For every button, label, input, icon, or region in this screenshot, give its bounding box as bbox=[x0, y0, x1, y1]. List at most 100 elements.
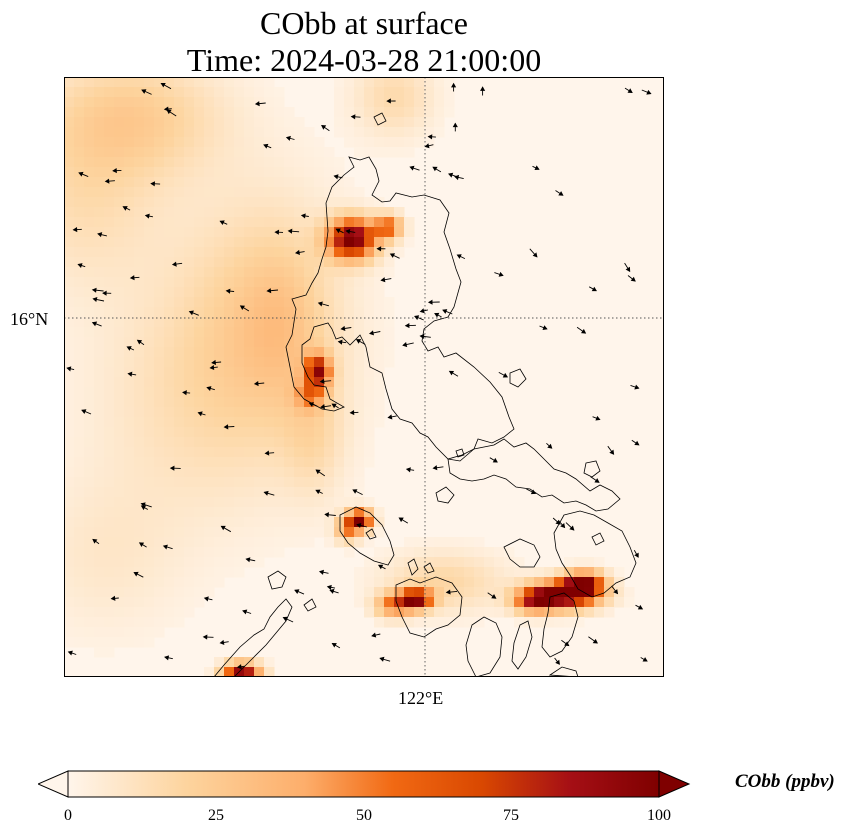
concentration-cell bbox=[164, 297, 175, 308]
concentration-cell bbox=[234, 507, 245, 518]
wind-vector-head bbox=[634, 552, 639, 558]
concentration-cell bbox=[124, 87, 135, 98]
concentration-cell bbox=[64, 87, 75, 98]
concentration-cell bbox=[224, 167, 235, 178]
concentration-cell bbox=[424, 97, 435, 108]
concentration-cell bbox=[204, 157, 215, 168]
concentration-cell bbox=[344, 357, 355, 368]
concentration-cell bbox=[344, 477, 355, 488]
concentration-cell bbox=[254, 227, 265, 238]
concentration-cell bbox=[104, 357, 115, 368]
concentration-cell bbox=[304, 197, 315, 208]
concentration-cell bbox=[144, 567, 155, 578]
concentration-cell bbox=[434, 107, 445, 118]
concentration-cell bbox=[364, 307, 375, 318]
concentration-cell bbox=[74, 397, 85, 408]
wind-vector-head bbox=[315, 469, 321, 475]
concentration-cell bbox=[434, 577, 445, 588]
concentration-cell bbox=[294, 297, 305, 308]
concentration-cell bbox=[94, 277, 105, 288]
wind-vector-head bbox=[371, 632, 377, 638]
concentration-cell bbox=[94, 417, 105, 428]
concentration-cell bbox=[204, 347, 215, 358]
concentration-cell bbox=[114, 497, 125, 508]
concentration-cell bbox=[74, 267, 85, 278]
concentration-cell bbox=[64, 267, 75, 278]
concentration-cell bbox=[84, 487, 95, 498]
colorbar bbox=[38, 770, 691, 798]
concentration-cell bbox=[94, 337, 105, 348]
concentration-cell bbox=[284, 287, 295, 298]
concentration-cell bbox=[404, 137, 415, 148]
concentration-cell bbox=[374, 597, 385, 608]
concentration-cell bbox=[104, 227, 115, 238]
concentration-cell bbox=[354, 517, 365, 528]
concentration-cell bbox=[144, 467, 155, 478]
concentration-cell bbox=[164, 247, 175, 258]
wind-vector-head bbox=[350, 114, 356, 120]
wind-vector-head bbox=[138, 542, 145, 548]
concentration-cell bbox=[184, 117, 195, 128]
concentration-cell bbox=[134, 177, 145, 188]
concentration-cell bbox=[494, 607, 505, 618]
concentration-cell bbox=[244, 227, 255, 238]
concentration-cell bbox=[464, 597, 475, 608]
concentration-cell bbox=[134, 407, 145, 418]
concentration-cell bbox=[514, 567, 525, 578]
concentration-cell bbox=[174, 227, 185, 238]
concentration-cell bbox=[424, 547, 435, 558]
concentration-cell bbox=[74, 597, 85, 608]
concentration-cell bbox=[204, 417, 215, 428]
concentration-cell bbox=[534, 567, 545, 578]
concentration-cell bbox=[64, 507, 75, 518]
concentration-cell bbox=[254, 187, 265, 198]
concentration-cell bbox=[374, 307, 385, 318]
concentration-cell bbox=[244, 437, 255, 448]
concentration-cell bbox=[64, 347, 75, 358]
wind-vector-head bbox=[419, 333, 425, 340]
concentration-cell bbox=[204, 427, 215, 438]
wind-vector-head bbox=[92, 538, 98, 544]
concentration-cell bbox=[224, 387, 235, 398]
concentration-cell bbox=[124, 407, 135, 418]
concentration-cell bbox=[124, 97, 135, 108]
concentration-cell bbox=[624, 587, 635, 598]
concentration-cell bbox=[144, 207, 155, 218]
concentration-cell bbox=[414, 107, 425, 118]
concentration-cell bbox=[84, 157, 95, 168]
wind-vector-head bbox=[141, 89, 147, 94]
concentration-cell bbox=[134, 577, 145, 588]
concentration-cell bbox=[374, 577, 385, 588]
concentration-cell bbox=[184, 417, 195, 428]
concentration-cell bbox=[174, 257, 185, 268]
concentration-cell bbox=[224, 247, 235, 258]
concentration-cell bbox=[124, 567, 135, 578]
concentration-cell bbox=[64, 357, 75, 368]
concentration-cell bbox=[154, 157, 165, 168]
concentration-cell bbox=[464, 547, 475, 558]
concentration-cell bbox=[144, 397, 155, 408]
concentration-cell bbox=[464, 567, 475, 578]
concentration-cell bbox=[344, 307, 355, 318]
concentration-cell bbox=[444, 107, 455, 118]
concentration-cell bbox=[244, 117, 255, 128]
concentration-cell bbox=[364, 267, 375, 278]
concentration-cell bbox=[124, 537, 135, 548]
concentration-cell bbox=[104, 147, 115, 158]
concentration-cell bbox=[104, 137, 115, 148]
concentration-cell bbox=[544, 617, 555, 628]
concentration-cell bbox=[514, 597, 525, 608]
concentration-cell bbox=[124, 427, 135, 438]
concentration-cell bbox=[134, 527, 145, 538]
concentration-cell bbox=[154, 197, 165, 208]
concentration-cell bbox=[324, 297, 335, 308]
concentration-cell bbox=[184, 207, 195, 218]
gridlines bbox=[64, 77, 664, 677]
concentration-cell bbox=[484, 557, 495, 568]
concentration-cell bbox=[204, 187, 215, 198]
concentration-cell bbox=[174, 327, 185, 338]
concentration-cell bbox=[264, 77, 275, 88]
wind-vector-head bbox=[404, 323, 410, 329]
concentration-cell bbox=[304, 327, 315, 338]
concentration-cell bbox=[524, 567, 535, 578]
